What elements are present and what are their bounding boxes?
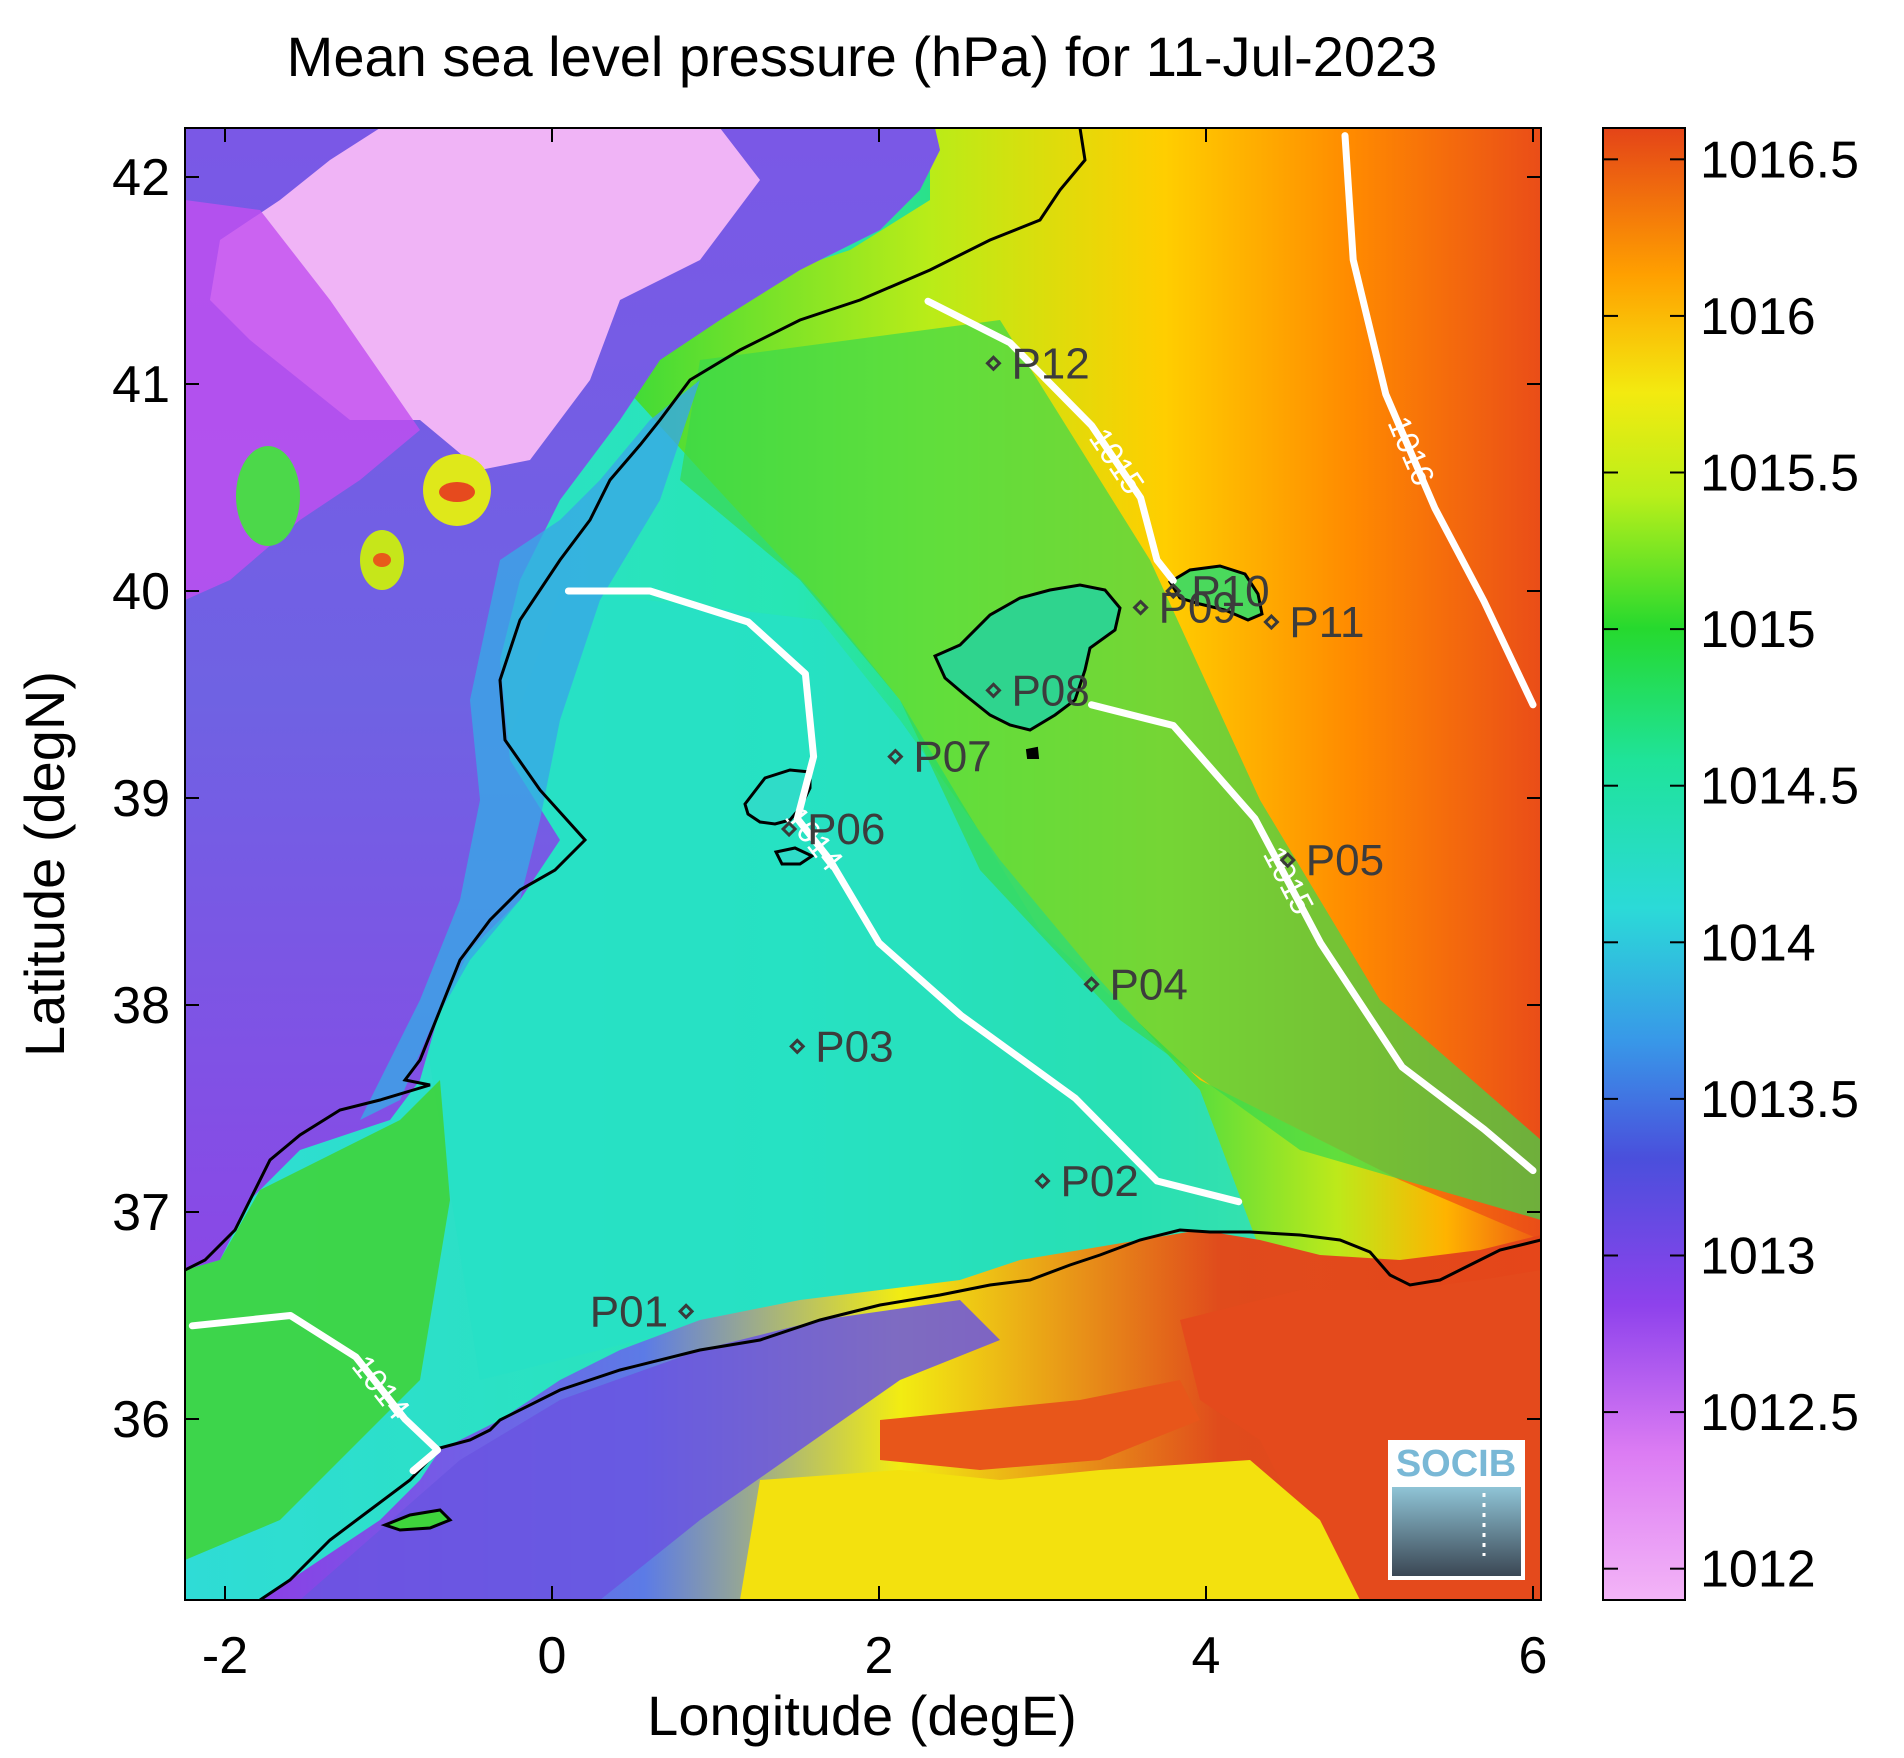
station-marker xyxy=(1132,599,1149,616)
iberia-south-green xyxy=(185,1080,450,1560)
station-label: P08 xyxy=(1011,666,1089,715)
colorbar-tick-label: 1016.5 xyxy=(1700,131,1859,189)
station-marker xyxy=(1034,1172,1051,1190)
cabrera-island xyxy=(1025,746,1040,759)
station-label: P11 xyxy=(1289,598,1364,647)
mountain-hotspot-1 xyxy=(236,446,300,546)
colorbar-gradient xyxy=(1602,127,1686,1601)
y-tick-label: 39 xyxy=(112,770,170,828)
colorbar-tick-label: 1012 xyxy=(1700,1541,1816,1599)
africa-yellow-zone xyxy=(740,1460,1360,1600)
station-marker xyxy=(1279,851,1296,869)
x-tick-label: 6 xyxy=(1519,1627,1548,1685)
y-axis-label: Latitude (degN) xyxy=(13,671,76,1057)
station-label: P04 xyxy=(1110,960,1188,1009)
x-tick-label: 4 xyxy=(1192,1627,1221,1685)
y-tick-label: 42 xyxy=(112,149,170,207)
station-label: P03 xyxy=(815,1022,893,1071)
colorbar: 1012 1012.5 1013 1013.5 1014 1014.5 1015 1015.5… xyxy=(1602,127,1859,1601)
colorbar-tick-label: 1012.5 xyxy=(1700,1384,1859,1442)
y-tick-label: 36 xyxy=(112,1391,170,1449)
isobar-line xyxy=(1088,701,1537,1175)
socib-logo-text: SOCIB xyxy=(1396,1443,1516,1485)
formentera-island xyxy=(773,846,816,866)
iberia-coastal-blue xyxy=(360,380,700,1120)
mountain-hotspot-3-core xyxy=(439,482,475,502)
colorbar-tick-label: 1016 xyxy=(1700,288,1816,346)
green-band xyxy=(680,320,1541,1220)
plot-frame xyxy=(184,127,1542,1601)
station-marker xyxy=(789,1038,806,1055)
socib-logo: SOCIB xyxy=(1388,1440,1525,1580)
colorbar-tick-label: 1013.5 xyxy=(1700,1071,1859,1129)
africa-coastline xyxy=(259,1228,1541,1600)
station-marker xyxy=(780,820,798,838)
colorbar-tick-label: 1015.5 xyxy=(1700,445,1859,503)
station-marker xyxy=(1263,613,1280,631)
y-axis: 36 37 38 39 40 41 42 xyxy=(112,149,1541,1449)
x-axis: -2 0 2 4 6 xyxy=(202,128,1548,1685)
station-label: P01 xyxy=(590,1287,668,1336)
x-tick-label: 0 xyxy=(538,1627,567,1685)
y-tick-label: 40 xyxy=(112,563,170,621)
mountain-hotspot-2-core xyxy=(373,553,391,567)
isobar-line xyxy=(564,587,1243,1206)
y-tick-label: 41 xyxy=(112,356,170,414)
colorbar-tick-label: 1013 xyxy=(1700,1227,1816,1285)
isobar-line xyxy=(1341,132,1537,709)
station-marker xyxy=(985,355,1002,372)
x-axis-label: Longitude (degE) xyxy=(647,1684,1077,1747)
chart-title: Mean sea level pressure (hPa) for 11-Jul… xyxy=(287,25,1438,88)
station-label: P05 xyxy=(1306,836,1384,885)
station-label: P12 xyxy=(1011,339,1089,388)
station-label: P02 xyxy=(1061,1157,1139,1206)
isobar-line xyxy=(924,297,1177,585)
station-marker xyxy=(985,682,1002,699)
colorbar-tick-label: 1014 xyxy=(1700,914,1816,972)
station-marker xyxy=(887,748,904,765)
station-marker xyxy=(1083,976,1100,993)
station-label: P10 xyxy=(1191,567,1269,616)
station-marker xyxy=(1165,582,1182,600)
africa-hot-zone-2 xyxy=(880,1380,1200,1470)
iberia-coastline xyxy=(185,128,1087,1272)
mallorca-island xyxy=(933,583,1122,732)
alboran-island xyxy=(380,1508,453,1532)
colorbar-ticks: 1012 1012.5 1013 1013.5 1014 1014.5 1015 1015.5… xyxy=(1603,131,1859,1599)
menorca-island xyxy=(1167,564,1264,622)
central-sea-low xyxy=(420,590,1260,1380)
x-tick-label: -2 xyxy=(202,1627,248,1685)
x-tick-label: 2 xyxy=(865,1627,894,1685)
colorbar-tick-label: 1014.5 xyxy=(1700,758,1859,816)
station-label: P06 xyxy=(807,805,885,854)
y-tick-label: 37 xyxy=(112,1184,170,1242)
station-label: P07 xyxy=(913,733,991,782)
station-label: P09 xyxy=(1159,584,1237,633)
isobar-line xyxy=(188,1312,442,1475)
station-marker xyxy=(677,1303,695,1320)
africa-coastal-purple xyxy=(300,1300,1000,1600)
colorbar-tick-label: 1015 xyxy=(1700,601,1816,659)
y-tick-label: 38 xyxy=(112,977,170,1035)
